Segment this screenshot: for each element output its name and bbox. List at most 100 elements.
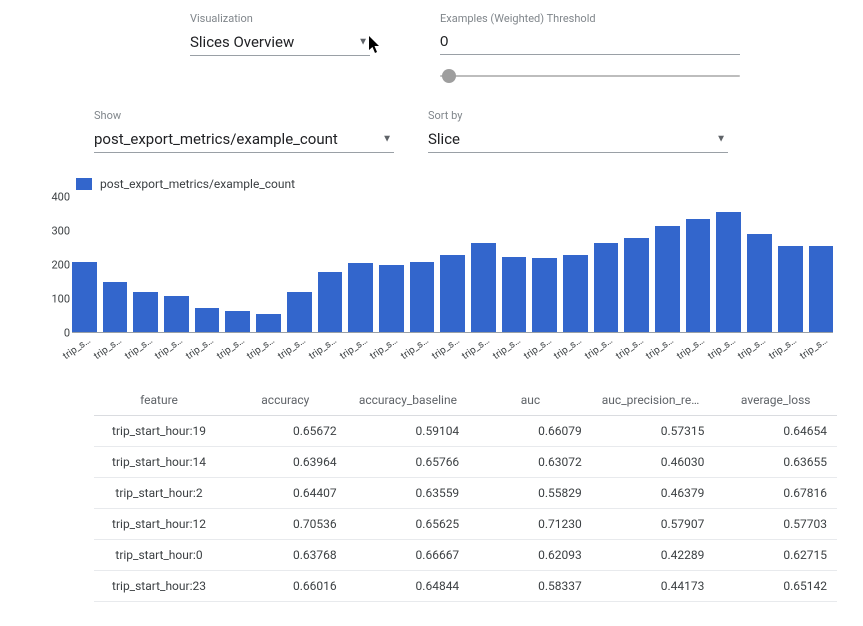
table-cell: 0.64654: [714, 416, 837, 447]
metrics-table: featureaccuracyaccuracy_baselineaucauc_p…: [94, 385, 837, 602]
x-tick-label: trip_s…: [798, 335, 830, 362]
chart-bar[interactable]: [287, 292, 312, 333]
x-axis-line: [72, 332, 833, 333]
chart-bar[interactable]: [686, 219, 711, 333]
x-axis-labels: trip_s…trip_s…trip_s…trip_s…trip_s…trip_…: [72, 335, 833, 367]
chart-bar[interactable]: [747, 234, 772, 333]
table-cell: 0.64844: [347, 571, 470, 602]
show-select[interactable]: post_export_metrics/example_count ▼: [94, 126, 394, 153]
table-cell: 0.62093: [469, 540, 592, 571]
chart-area: post_export_metrics/example_count 010020…: [26, 177, 837, 367]
table-row[interactable]: trip_start_hour:20.644070.635590.558290.…: [94, 478, 837, 509]
x-tick-label: trip_s…: [276, 335, 308, 362]
visualization-label: Visualization: [190, 12, 370, 25]
table-col-header[interactable]: average_loss: [714, 385, 837, 416]
chart-bar[interactable]: [225, 311, 250, 333]
chart-bar[interactable]: [164, 296, 189, 333]
chart-bar[interactable]: [778, 246, 803, 333]
x-tick-label: trip_s…: [184, 335, 216, 362]
table-cell: 0.71230: [469, 509, 592, 540]
y-tick: 200: [51, 259, 70, 272]
chart-bar[interactable]: [195, 308, 220, 334]
chart-bar[interactable]: [809, 246, 834, 333]
visualization-select[interactable]: Slices Overview ▼: [190, 29, 370, 56]
threshold-input[interactable]: [440, 29, 740, 55]
table-cell: 0.62715: [714, 540, 837, 571]
y-tick: 0: [64, 327, 70, 340]
chart-bar[interactable]: [655, 226, 680, 333]
x-tick-label: trip_s…: [460, 335, 492, 362]
table-col-header[interactable]: accuracy: [224, 385, 347, 416]
chart-bar[interactable]: [532, 258, 557, 333]
threshold-slider[interactable]: [440, 69, 740, 83]
table-cell: 0.59104: [347, 416, 470, 447]
chart-bar[interactable]: [594, 243, 619, 333]
x-tick-label: trip_s…: [644, 335, 676, 362]
table-col-header[interactable]: feature: [94, 385, 224, 416]
table-cell: 0.66667: [347, 540, 470, 571]
x-tick-label: trip_s…: [430, 335, 462, 362]
threshold-label: Examples (Weighted) Threshold: [440, 12, 740, 25]
chevron-down-icon: ▼: [358, 37, 368, 48]
table-cell: 0.66079: [469, 416, 592, 447]
cursor-icon: [368, 36, 382, 54]
controls-row-2: Show post_export_metrics/example_count ▼…: [94, 109, 847, 153]
table-col-header[interactable]: accuracy_baseline: [347, 385, 470, 416]
bar-chart: 0100200300400 trip_s…trip_s…trip_s…trip_…: [54, 197, 837, 367]
y-tick: 300: [51, 225, 70, 238]
legend-label: post_export_metrics/example_count: [100, 177, 295, 191]
table-body: trip_start_hour:190.656720.591040.660790…: [94, 416, 837, 602]
chart-bar[interactable]: [716, 212, 741, 333]
x-tick-label: trip_s…: [522, 335, 554, 362]
table-cell: 0.55829: [469, 478, 592, 509]
x-tick-label: trip_s…: [767, 335, 799, 362]
sort-value: Slice: [428, 130, 460, 148]
table-cell: trip_start_hour:19: [94, 416, 224, 447]
chart-bar[interactable]: [440, 255, 465, 333]
table-row[interactable]: trip_start_hour:230.660160.648440.583370…: [94, 571, 837, 602]
table-cell: 0.67816: [714, 478, 837, 509]
chart-plot: [72, 197, 833, 333]
chevron-down-icon: ▼: [382, 134, 392, 145]
chart-bar[interactable]: [502, 257, 527, 334]
table-row[interactable]: trip_start_hour:120.705360.656250.712300…: [94, 509, 837, 540]
x-tick-label: trip_s…: [675, 335, 707, 362]
x-tick-label: trip_s…: [92, 335, 124, 362]
table-cell: trip_start_hour:23: [94, 571, 224, 602]
table-row[interactable]: trip_start_hour:00.637680.666670.620930.…: [94, 540, 837, 571]
x-label-slot: trip_s…: [809, 335, 834, 367]
legend-swatch: [76, 178, 92, 190]
chart-bar[interactable]: [410, 262, 435, 333]
chart-bar[interactable]: [379, 265, 404, 333]
x-tick-label: trip_s…: [491, 335, 523, 362]
x-tick-label: trip_s…: [246, 335, 278, 362]
x-tick-label: trip_s…: [368, 335, 400, 362]
slider-thumb[interactable]: [442, 69, 456, 83]
x-tick-label: trip_s…: [338, 335, 370, 362]
slider-track: [440, 75, 740, 77]
table-row[interactable]: trip_start_hour:190.656720.591040.660790…: [94, 416, 837, 447]
table-cell: 0.58337: [469, 571, 592, 602]
y-tick: 400: [51, 191, 70, 204]
chart-bar[interactable]: [133, 292, 158, 333]
x-tick-label: trip_s…: [706, 335, 738, 362]
table-col-header[interactable]: auc: [469, 385, 592, 416]
chart-bar[interactable]: [348, 263, 373, 333]
chart-legend: post_export_metrics/example_count: [76, 177, 837, 191]
show-label: Show: [94, 109, 394, 122]
chart-bar[interactable]: [624, 238, 649, 333]
visualization-control: Visualization Slices Overview ▼: [190, 12, 370, 83]
chart-bar[interactable]: [563, 255, 588, 333]
table-row[interactable]: trip_start_hour:140.639640.657660.630720…: [94, 447, 837, 478]
sort-select[interactable]: Slice ▼: [428, 126, 728, 153]
chart-bar[interactable]: [256, 314, 281, 333]
table-cell: 0.65766: [347, 447, 470, 478]
chart-bar[interactable]: [103, 282, 128, 333]
metrics-table-wrap: featureaccuracyaccuracy_baselineaucauc_p…: [94, 385, 837, 602]
chevron-down-icon: ▼: [716, 134, 726, 145]
chart-bar[interactable]: [471, 243, 496, 333]
chart-bar[interactable]: [72, 262, 97, 333]
table-cell: 0.57315: [592, 416, 715, 447]
chart-bar[interactable]: [318, 272, 343, 333]
table-col-header[interactable]: auc_precision_recall: [592, 385, 715, 416]
